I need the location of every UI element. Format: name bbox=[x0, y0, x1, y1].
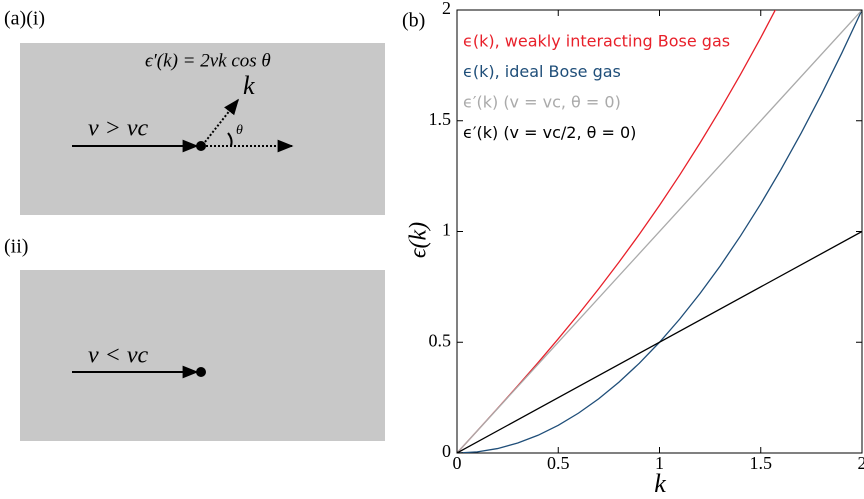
panel-label: (ii) bbox=[4, 236, 28, 258]
y-tick-label: 0 bbox=[442, 441, 451, 461]
y-tick-label: 1 bbox=[442, 220, 451, 240]
velocity-label: v < vc bbox=[88, 343, 149, 369]
arrow bbox=[204, 98, 239, 143]
panel-box bbox=[20, 270, 385, 441]
angle-arc bbox=[227, 132, 233, 147]
particle bbox=[196, 367, 206, 377]
legend-entry: ϵ(k), ideal Bose gas bbox=[463, 62, 621, 81]
y-axis-label: ϵ(k) bbox=[406, 222, 432, 258]
y-tick-label: 1.5 bbox=[429, 109, 452, 129]
x-tick-label: 1 bbox=[655, 453, 664, 473]
k-label: k bbox=[243, 71, 255, 100]
x-tick-label: 0 bbox=[453, 453, 462, 473]
x-tick-label: 1.5 bbox=[750, 453, 773, 473]
velocity-label: v > vc bbox=[88, 116, 149, 142]
theta-label: θ bbox=[236, 123, 243, 138]
series-line bbox=[457, 10, 862, 453]
panel-box bbox=[20, 43, 385, 215]
legend-entry: ϵ′(k) (v = vc/2, θ = 0) bbox=[463, 123, 636, 142]
panel-label: (b) bbox=[402, 10, 425, 32]
plot-area bbox=[457, 10, 862, 453]
y-tick-label: 2 bbox=[442, 0, 451, 18]
y-tick-label: 0.5 bbox=[429, 330, 452, 350]
legend-entry: ϵ′(k) (v = vc, θ = 0) bbox=[463, 93, 621, 112]
formula: ϵ′(k) = 2vk cos θ bbox=[145, 50, 271, 71]
series-line bbox=[457, 230, 862, 453]
plot bbox=[457, 10, 862, 453]
legend-entry: ϵ(k), weakly interacting Bose gas bbox=[463, 32, 730, 51]
x-tick-label: 2 bbox=[858, 453, 864, 473]
x-tick-label: 0.5 bbox=[547, 453, 570, 473]
panel-label: (a)(i) bbox=[4, 8, 45, 30]
x-axis-label: k bbox=[654, 469, 666, 498]
particle bbox=[196, 141, 206, 151]
